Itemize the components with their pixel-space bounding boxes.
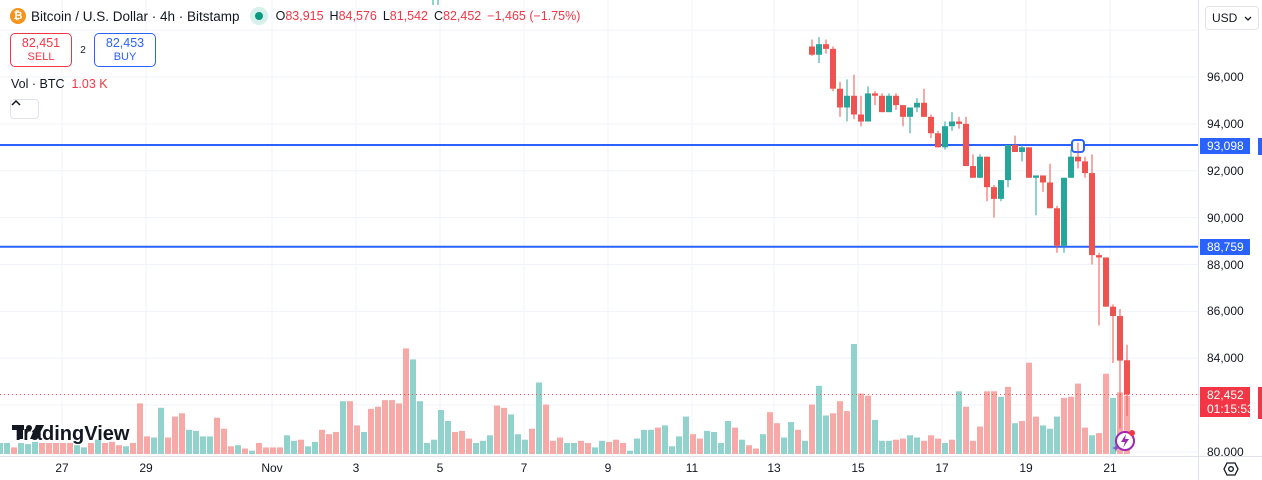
price-axis[interactable]: USD 96,000 94,000 92,000 90,000 88,000 86,000…	[1198, 0, 1262, 459]
chart-settings-button[interactable]	[1198, 456, 1262, 480]
ohlc-close: C82,452	[434, 9, 482, 23]
tradingview-mark-icon	[12, 425, 44, 439]
spread-value: 2	[80, 44, 86, 56]
time-tick: 15	[851, 461, 865, 475]
time-tick: 29	[139, 461, 153, 475]
bitcoin-icon: ₿	[10, 8, 26, 24]
last-price-label: 82,452 01:15:53	[1200, 387, 1254, 417]
time-axis[interactable]: 27 29 Nov 3 5 7 9 11 13 15 17 19 21	[0, 456, 1198, 480]
time-tick: 27	[55, 461, 69, 475]
ohlc-low: L81,542	[382, 9, 428, 23]
price-tick: 84,000	[1207, 351, 1244, 366]
settings-hexagon-icon	[1223, 462, 1239, 476]
bar-countdown: 01:15:53	[1207, 402, 1254, 416]
volume-legend[interactable]: Vol · BTC 1.03 K	[11, 77, 108, 91]
time-tick: 3	[352, 461, 360, 475]
ohlc-change: −1,465 (−1.75%)	[487, 9, 581, 23]
time-tick: 5	[436, 461, 444, 475]
price-edge-marker	[1258, 387, 1262, 419]
price-tick: 92,000	[1207, 163, 1244, 178]
volume-label: Vol · BTC	[11, 77, 65, 91]
symbol-legend: ₿ Bitcoin / U.S. Dollar · 4h · Bitstamp …	[10, 7, 586, 25]
price-tick: 96,000	[1207, 70, 1244, 84]
symbol-title[interactable]: Bitcoin / U.S. Dollar · 4h · Bitstamp	[31, 8, 240, 24]
live-dot-icon	[249, 7, 268, 25]
price-tick: 94,000	[1207, 116, 1244, 131]
lightning-alert-icon[interactable]	[1111, 428, 1137, 454]
currency-select[interactable]: USD	[1205, 6, 1259, 30]
time-tick: Nov	[261, 461, 283, 475]
sell-button[interactable]: 82,451 SELL	[10, 33, 72, 67]
time-tick: 11	[685, 461, 699, 475]
horizontal-line-label[interactable]: 93,098	[1200, 138, 1250, 154]
tradingview-logo[interactable]: TradingView	[12, 423, 129, 446]
time-tick: 19	[1019, 461, 1033, 475]
price-tick: 86,000	[1207, 304, 1244, 319]
candlestick-chart[interactable]	[0, 0, 1198, 456]
buy-button[interactable]: 82,453 BUY	[94, 33, 156, 67]
horizontal-line-label[interactable]: 88,759	[1200, 239, 1250, 255]
line-edge-marker	[1258, 138, 1262, 155]
time-tick: 7	[520, 461, 528, 475]
volume-value: 1.03 K	[71, 77, 108, 91]
chevron-up-icon	[11, 100, 21, 106]
price-tick: 88,000	[1207, 257, 1244, 272]
collapse-legend-button[interactable]	[10, 99, 39, 119]
time-tick: 13	[767, 461, 781, 475]
price-tick: 80,000	[1207, 445, 1244, 459]
ohlc-open: O83,915	[275, 9, 324, 23]
price-tick: 90,000	[1207, 210, 1244, 225]
chevron-down-icon	[1244, 16, 1252, 21]
ohlc-high: H84,576	[329, 9, 377, 23]
chart-plot-area[interactable]: ₿ Bitcoin / U.S. Dollar · 4h · Bitstamp …	[0, 0, 1198, 456]
time-tick: 9	[604, 461, 612, 475]
trade-buttons: 82,451 SELL 2 82,453 BUY	[10, 33, 156, 67]
time-tick: 17	[935, 461, 949, 475]
time-tick: 21	[1103, 461, 1117, 475]
